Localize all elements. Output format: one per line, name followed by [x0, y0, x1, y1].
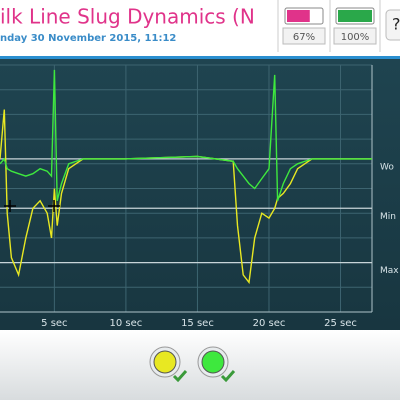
x-tick-label: 5 sec: [41, 318, 67, 329]
series-toggle-color: [153, 350, 177, 374]
battery-label-box: [282, 27, 326, 45]
subtitle: nday 30 November 2015, 11:12: [0, 33, 176, 44]
x-tick-label: 20 sec: [253, 318, 286, 329]
header-rule: [0, 56, 400, 59]
cursor: [4, 200, 16, 212]
title: ilk Line Slug Dynamics (N: [0, 5, 255, 29]
battery-label-box: [333, 27, 377, 45]
menu-icon: ?: [392, 15, 400, 34]
x-tick-label: 15 sec: [181, 318, 214, 329]
battery-label: 67%: [293, 32, 315, 43]
x-tick-label: 25 sec: [324, 318, 357, 329]
threshold-label: Max: [380, 266, 399, 276]
threshold-label: Min: [380, 212, 396, 222]
series-line: [0, 69, 372, 202]
x-tick-label: 10 sec: [110, 318, 143, 329]
cursor: [48, 200, 60, 212]
chart-area: [0, 59, 400, 330]
check-mark: [172, 370, 188, 383]
threshold-label: Wo: [380, 162, 394, 172]
menu-button[interactable]: [385, 9, 400, 41]
battery-label: 100%: [341, 32, 370, 43]
series-toggle-color: [201, 350, 225, 374]
header: [0, 0, 400, 58]
battery-level: [287, 10, 310, 22]
battery-level: [338, 10, 372, 22]
check-mark: [220, 370, 236, 383]
